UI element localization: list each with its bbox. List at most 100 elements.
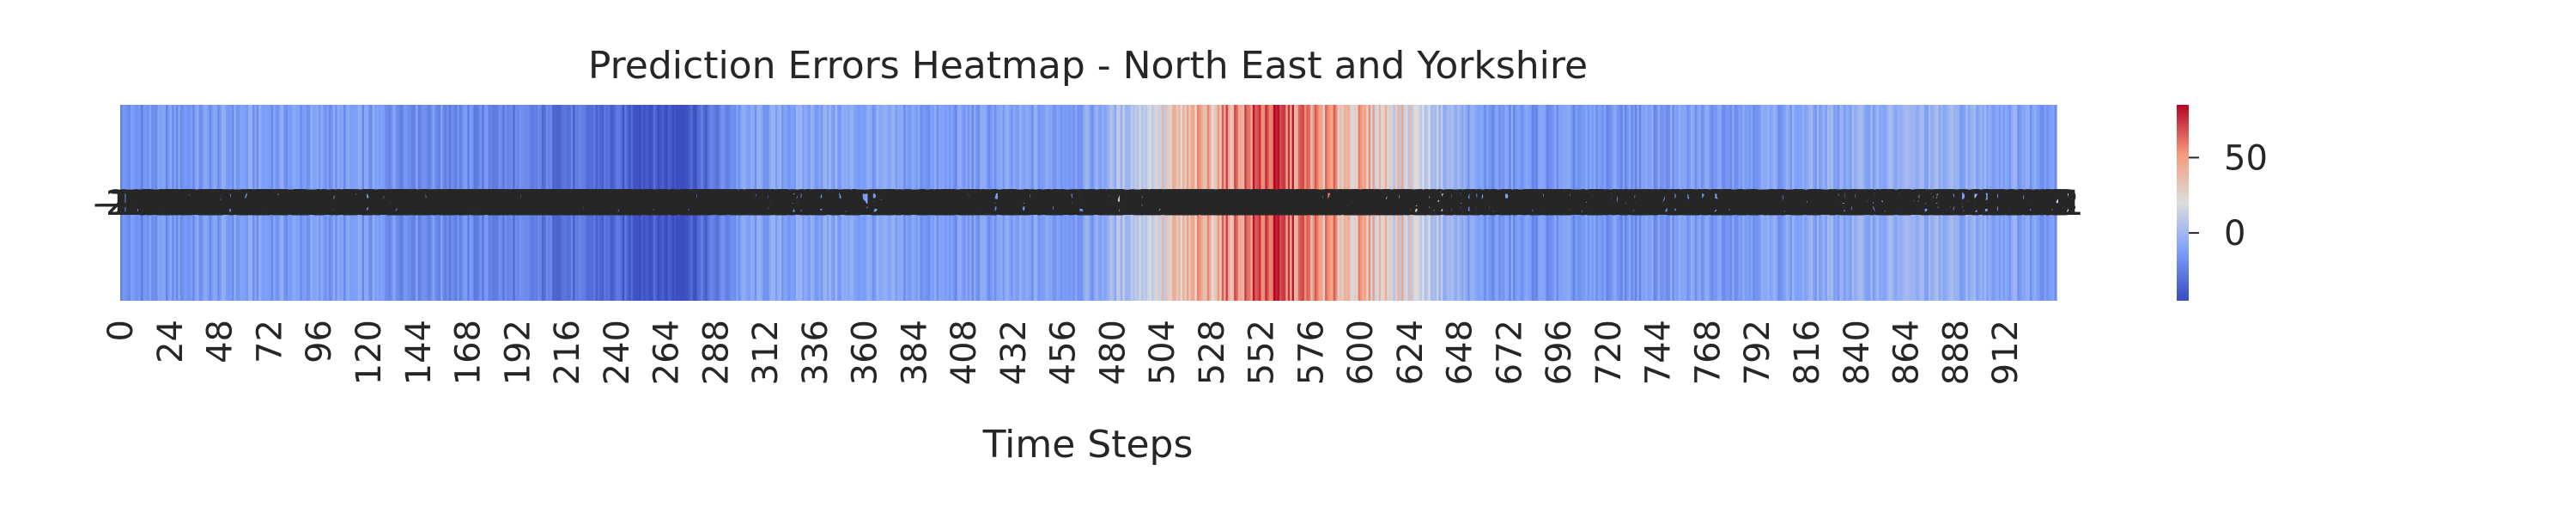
heatmap-cell	[1114, 105, 1117, 301]
x-tick-label: 792	[1738, 320, 1777, 385]
x-tick-label: 840	[1838, 320, 1877, 385]
cell-annotation: -6	[180, 184, 215, 223]
heatmap-cell	[1290, 105, 1293, 301]
heatmap-cell	[729, 105, 732, 301]
heatmap-cell	[341, 105, 344, 301]
cell-annotation: -19	[420, 184, 476, 223]
heatmap-cell	[610, 105, 613, 301]
heatmap-cell	[1095, 105, 1098, 301]
heatmap-cell	[1795, 105, 1799, 301]
heatmap-cell	[1529, 105, 1533, 301]
cell-annotation: -21	[316, 184, 372, 223]
cell-annotation: -16	[219, 184, 275, 223]
cell-annotation: -10	[213, 184, 269, 223]
heatmap-cell	[1381, 105, 1384, 301]
cell-annotation: -18	[397, 184, 453, 223]
heatmap-cell	[496, 105, 500, 301]
cell-annotation: -10	[349, 184, 405, 223]
heatmap-cell	[2044, 105, 2047, 301]
heatmap-cell	[827, 105, 830, 301]
cell-annotation: -23	[480, 184, 536, 223]
heatmap-cell	[711, 105, 714, 301]
heatmap-cell	[407, 105, 410, 301]
heatmap-cell	[1513, 105, 1516, 301]
heatmap-cell	[1938, 105, 1941, 301]
heatmap-cell	[1990, 105, 1993, 301]
heatmap-cell	[1984, 105, 1987, 301]
heatmap-cell	[996, 105, 999, 301]
heatmap-cell	[1913, 105, 1917, 301]
heatmap-cell	[533, 105, 537, 301]
heatmap-cell	[392, 105, 396, 301]
heatmap-cell	[1352, 105, 1355, 301]
heatmap-cell	[1143, 105, 1146, 301]
heatmap-cell	[1362, 105, 1365, 301]
heatmap-cell	[351, 105, 355, 301]
heatmap-cell	[1965, 105, 1969, 301]
heatmap-cell	[804, 105, 807, 301]
heatmap-cell	[184, 105, 187, 301]
heatmap-cell	[1622, 105, 1625, 301]
heatmap-cell	[1186, 105, 1189, 301]
heatmap-cell	[1058, 105, 1061, 301]
heatmap-cell	[1951, 105, 1954, 301]
cell-annotation: -22	[101, 184, 157, 223]
heatmap-cell	[1109, 105, 1113, 301]
heatmap-cell	[194, 105, 197, 301]
heatmap-cell	[1504, 105, 1508, 301]
heatmap-cell	[773, 105, 776, 301]
cell-annotation: -17	[395, 184, 451, 223]
heatmap-cell	[1471, 105, 1474, 301]
heatmap-cell	[1969, 105, 1972, 301]
heatmap-cell	[684, 105, 688, 301]
heatmap-cell	[1302, 105, 1305, 301]
heatmap-cell	[1562, 105, 1565, 301]
heatmap-cell	[2052, 105, 2056, 301]
heatmap-cell	[192, 105, 196, 301]
heatmap-cell	[671, 105, 675, 301]
heatmap-cell	[1219, 105, 1223, 301]
heatmap-cell	[682, 105, 685, 301]
cell-annotation: -16	[453, 184, 508, 223]
heatmap-cell	[1358, 105, 1361, 301]
heatmap-cell	[289, 105, 293, 301]
cell-annotation: -16	[161, 184, 217, 223]
cell-annotation: -18	[173, 184, 229, 223]
heatmap-cell	[1415, 105, 1419, 301]
heatmap-cell	[1261, 105, 1264, 301]
heatmap-cell	[626, 105, 629, 301]
heatmap-cell	[1879, 105, 1882, 301]
cell-annotation: -10	[414, 184, 470, 223]
cell-annotation: -23	[361, 184, 417, 223]
cell-annotation: -27	[465, 184, 521, 223]
cell-annotation: -11	[270, 184, 326, 223]
heatmap-cell	[1008, 105, 1012, 301]
heatmap-cell	[541, 105, 544, 301]
cell-annotation: -8	[348, 184, 382, 223]
heatmap-cell	[779, 105, 782, 301]
heatmap-cell	[1437, 105, 1440, 301]
heatmap-cell	[1552, 105, 1555, 301]
heatmap-cell	[702, 105, 706, 301]
heatmap-cell	[1777, 105, 1781, 301]
cell-annotation: -12	[442, 184, 498, 223]
cell-annotation: -15	[116, 184, 172, 223]
heatmap-cell	[1293, 105, 1297, 301]
heatmap-cell	[649, 105, 653, 301]
heatmap-cell	[2011, 105, 2014, 301]
heatmap-cell	[616, 105, 619, 301]
cell-annotation: -26	[114, 184, 170, 223]
heatmap-cell	[1267, 105, 1270, 301]
heatmap-cell	[1680, 105, 1684, 301]
heatmap-cell	[971, 105, 975, 301]
heatmap-cell	[1025, 105, 1029, 301]
heatmap-cell	[1967, 105, 1971, 301]
cell-annotation: -12	[167, 184, 223, 223]
heatmap-cell	[1134, 105, 1138, 301]
heatmap-cell	[1820, 105, 1824, 301]
heatmap-cell	[1922, 105, 1925, 301]
heatmap-cell	[607, 105, 611, 301]
heatmap-cell	[1271, 105, 1274, 301]
heatmap-cell	[1465, 105, 1468, 301]
heatmap-cell	[998, 105, 1001, 301]
